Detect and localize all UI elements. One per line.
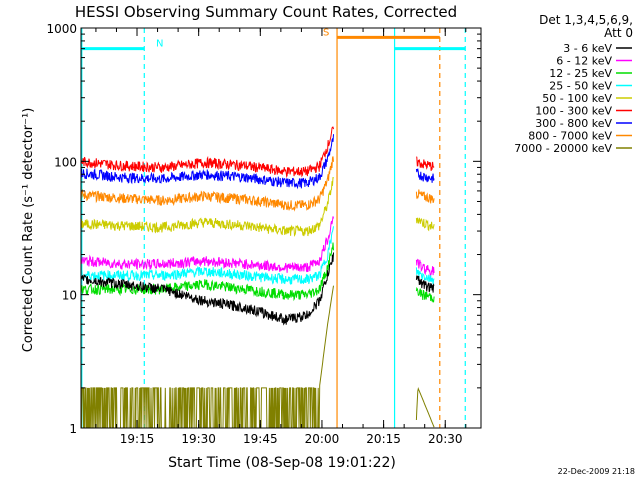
legend-label-6: 300 - 800 keV [535,117,612,130]
legend-header-line-1: Det 1,3,4,5,6,9, [539,13,633,27]
series-line-2-1 [415,287,435,303]
series-line-5-0 [80,126,334,179]
state-bar-label-1: S [323,27,329,38]
legend-label-1: 6 - 12 keV [556,55,612,68]
series-line-0-1 [415,275,435,293]
x-tick-label-1: 19:30 [181,432,216,446]
series-line-6-0 [80,134,334,190]
legend-label-3: 25 - 50 keV [549,80,612,93]
y-tick-label-1: 10 [62,289,77,303]
legend-label-4: 50 - 100 keV [542,92,612,105]
legend-label-2: 12 - 25 keV [549,67,612,80]
y-tick-label-0: 1 [69,422,77,436]
y-axis-label: Corrected Count Rate (s⁻¹ detector⁻¹) [21,108,36,353]
plot-area: NS [80,27,466,429]
y-axis-ticks: 1 10 100 1000 [46,22,481,436]
x-tick-label-5: 20:30 [428,432,463,446]
series-line-7-0 [80,156,334,212]
y-tick-label-3: 1000 [46,22,77,36]
series-line-7-1 [415,189,435,204]
legend-label-5: 100 - 300 keV [535,105,612,118]
x-axis-ticks: 19:15 19:30 19:45 20:00 20:15 20:30 [95,28,467,446]
series-line-5-1 [416,156,435,171]
x-tick-label-4: 20:15 [366,432,401,446]
y-tick-label-2: 100 [54,155,77,169]
series-line-6-1 [415,168,435,183]
legend-label-8: 7000 - 20000 keV [514,142,612,155]
chart-title: HESSI Observing Summary Count Rates, Cor… [75,3,457,21]
x-tick-label-3: 20:00 [305,432,340,446]
series-line-4-0 [80,176,334,237]
legend-label-7: 800 - 7000 keV [528,130,612,143]
series-line-0-0 [80,252,334,326]
x-tick-label-0: 19:15 [120,432,155,446]
series-line-2-0 [80,242,334,302]
state-bar-label-0: N [156,39,163,50]
legend-label-0: 3 - 6 keV [563,42,612,55]
series-line-3-1 [415,267,435,285]
x-axis-label: Start Time (08-Sep-08 19:01:22) [168,455,396,471]
series-line-1-1 [415,258,435,276]
series-line-1-0 [80,216,334,273]
series-line-8-1 [415,387,435,428]
footer-timestamp: 22-Dec-2009 21:18 [558,467,635,476]
series-line-4-1 [415,217,435,232]
legend-header-line-2: Att 0 [604,26,633,40]
series-line-3-0 [80,226,334,285]
x-tick-label-2: 19:45 [243,432,278,446]
